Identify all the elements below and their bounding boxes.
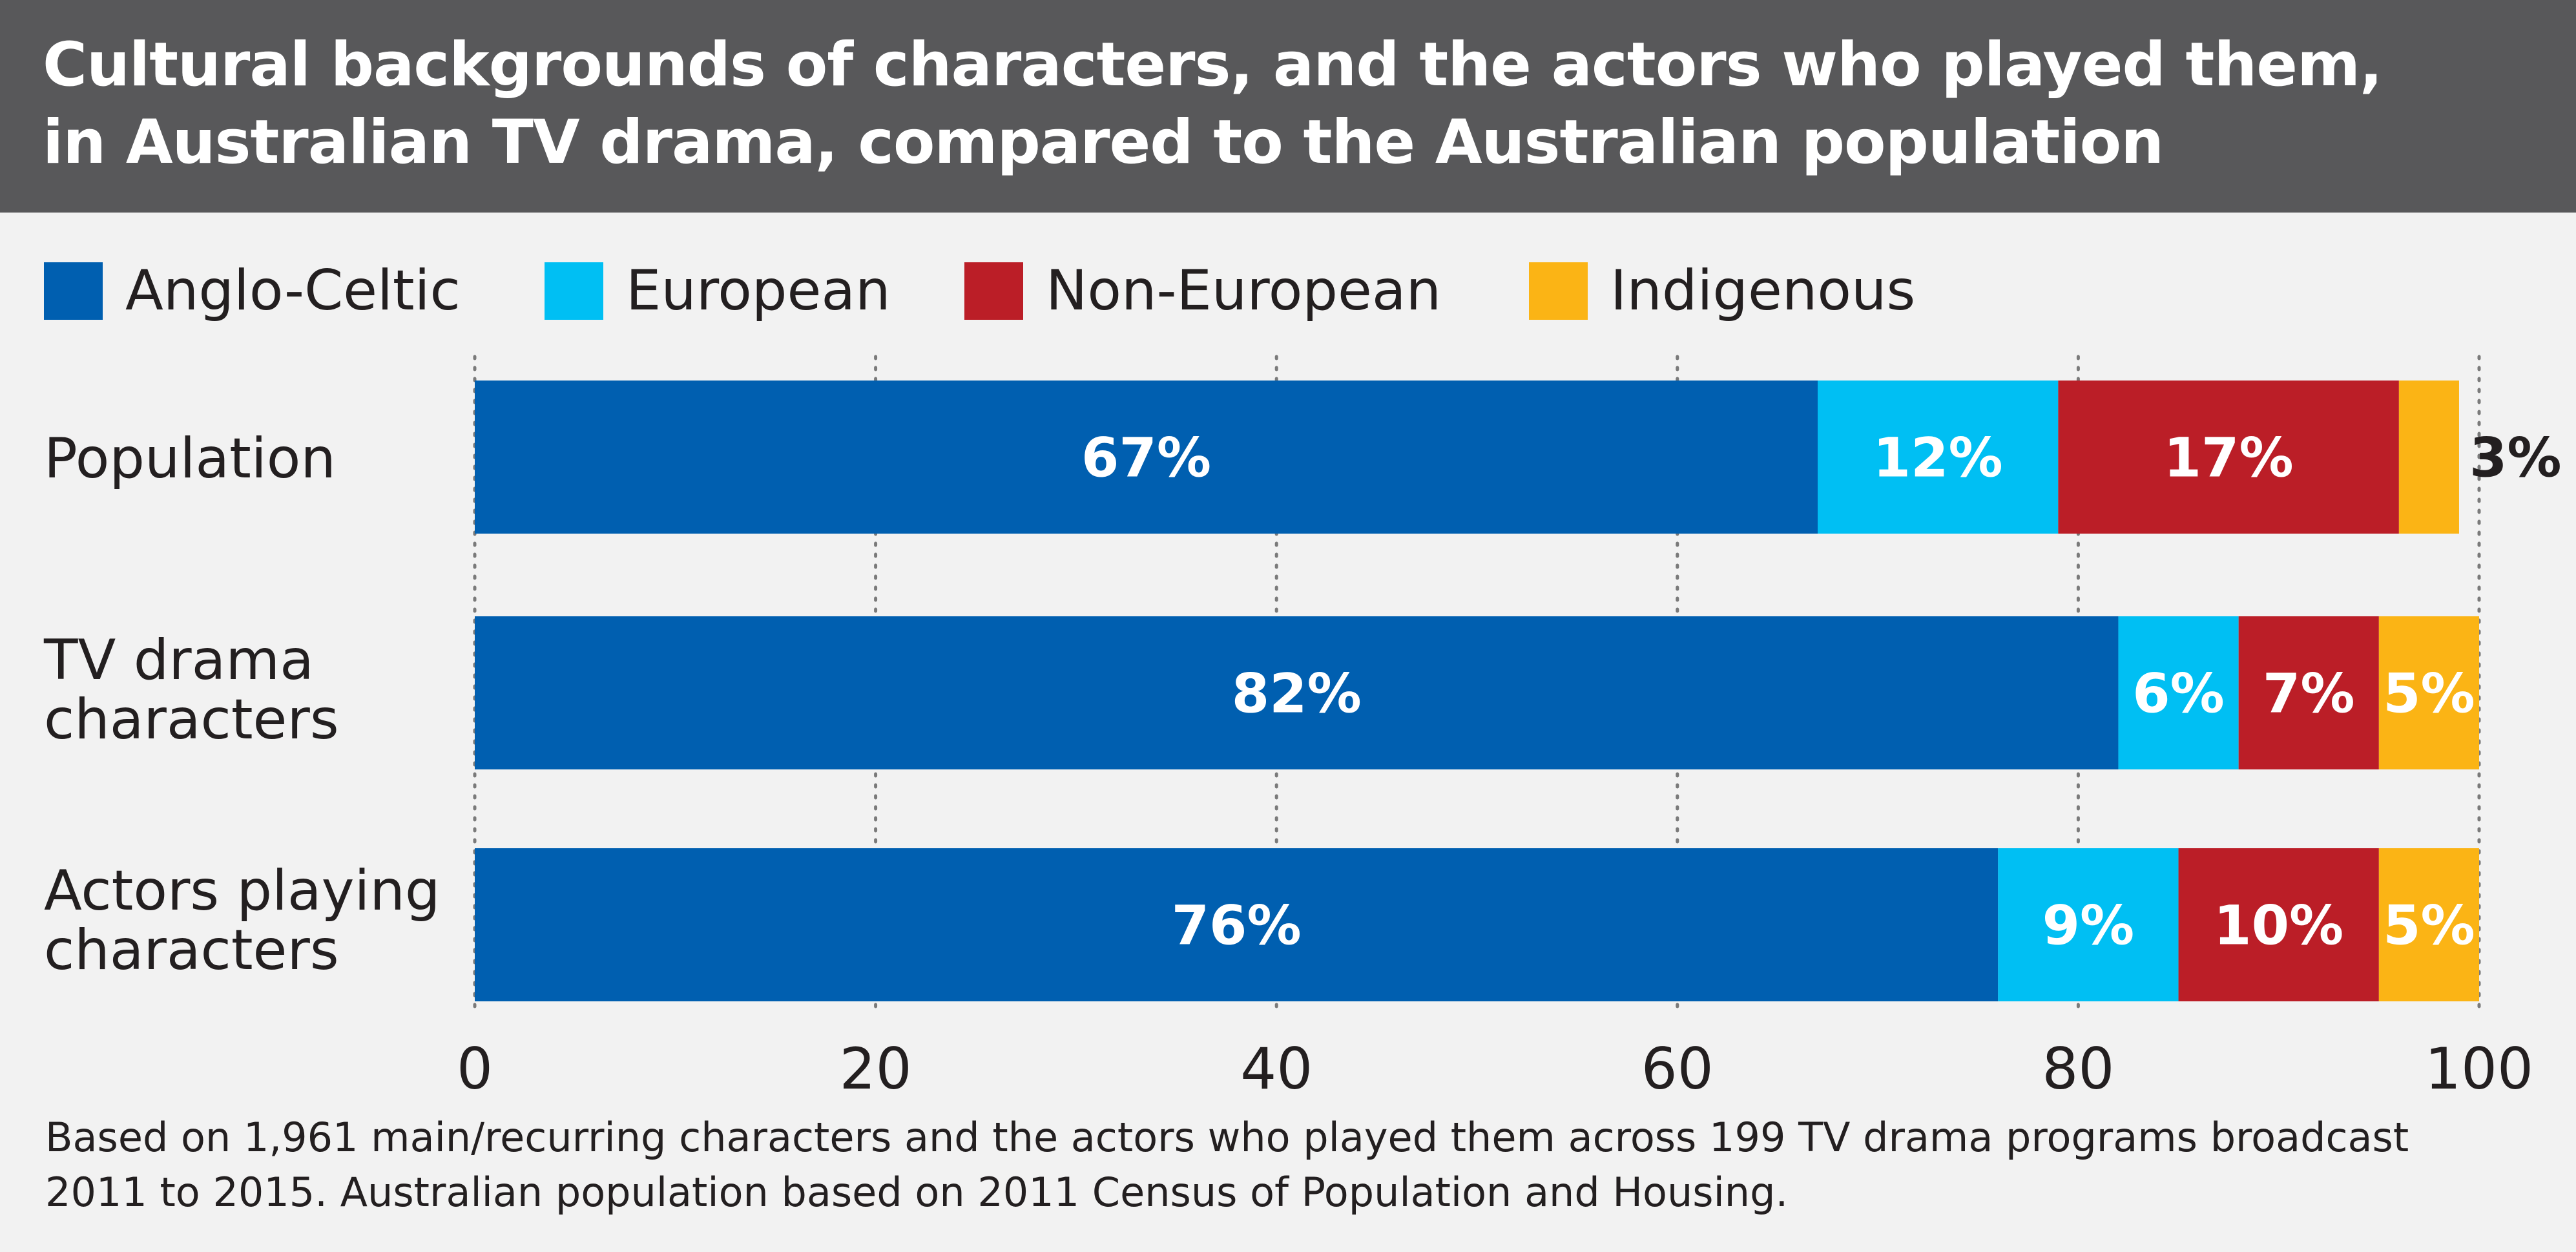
category-label-actors-playing-characters: Actors playing characters <box>44 861 441 980</box>
category-label-population: Population <box>44 429 336 488</box>
data-label: 10% <box>2214 894 2343 957</box>
data-label: 3% <box>2469 426 2562 490</box>
legend-swatch-european <box>545 262 603 320</box>
bar-segment-non-european <box>2178 848 2379 1001</box>
bar-segment-indigenous <box>2378 616 2479 769</box>
data-label: 6% <box>2132 662 2225 725</box>
bar-segment-non-european <box>2058 381 2399 534</box>
chart-title-line-1: Cultural backgrounds of characters, and … <box>43 30 2383 100</box>
x-tick-label: 100 <box>2425 1036 2533 1102</box>
legend-label-non-european: Non-European <box>1046 258 1442 323</box>
legend-label-anglo-celtic: Anglo-Celtic <box>125 258 461 323</box>
x-tick-label: 80 <box>2042 1036 2114 1102</box>
data-label: 12% <box>1873 426 2003 490</box>
legend-swatch-indigenous <box>1529 262 1588 320</box>
category-label-line: Actors playing <box>44 859 441 923</box>
x-tick-label: 60 <box>1641 1036 1714 1102</box>
x-tick-label: 40 <box>1240 1036 1313 1102</box>
bar-chart-plot: 67% 12% 17% 3% 82% 6% 7% 5% 76% 9% 10% 5% 0 20 40 60 80 1… <box>457 355 2562 1102</box>
bar-segment-anglo-celtic <box>475 848 1999 1001</box>
legend-label-indigenous: Indigenous <box>1610 258 1916 323</box>
legend-swatch-non-european <box>964 262 1023 320</box>
bar-segment-european <box>1818 381 2059 534</box>
category-label-line: TV drama <box>44 628 314 693</box>
footnote-line-1: Based on 1,961 main/recurring characters… <box>45 1114 2409 1161</box>
data-label: 17% <box>2164 426 2294 490</box>
footnote-line-2: 2011 to 2015. Australian population base… <box>45 1169 1789 1216</box>
bar-segment-indigenous <box>2378 848 2479 1001</box>
chart-title-line-2: in Australian TV drama, compared to the … <box>43 107 2164 178</box>
data-label: 5% <box>2383 662 2475 725</box>
x-tick-label: 20 <box>840 1036 912 1102</box>
category-label-line: characters <box>44 687 339 752</box>
x-tick-label: 0 <box>457 1036 493 1102</box>
data-label: 7% <box>2263 662 2355 725</box>
data-label: 5% <box>2383 894 2475 957</box>
bar-segment-european <box>2118 616 2239 769</box>
bar-segment-anglo-celtic <box>475 381 1818 534</box>
title-banner: Cultural backgrounds of characters, and … <box>0 0 2576 213</box>
bar-segment-indigenous <box>2398 381 2459 534</box>
category-label-line: characters <box>44 918 339 983</box>
legend-label-european: European <box>626 258 891 323</box>
data-label: 67% <box>1081 426 1211 490</box>
data-label: 76% <box>1172 894 1302 957</box>
category-label-line: Population <box>44 426 336 491</box>
legend-swatch-anglo-celtic <box>44 262 103 320</box>
bar-segment-anglo-celtic <box>475 616 2119 769</box>
data-label: 82% <box>1232 662 1362 725</box>
data-label: 9% <box>2042 894 2135 957</box>
category-label-tv-drama-characters: TV drama characters <box>44 631 339 749</box>
bar-segment-non-european <box>2238 616 2379 769</box>
bar-segment-european <box>1998 848 2179 1001</box>
